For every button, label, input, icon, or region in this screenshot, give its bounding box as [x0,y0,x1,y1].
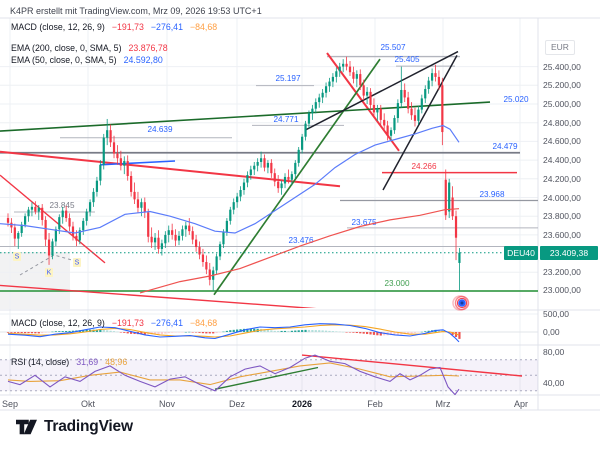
price-tick: 25.200,00 [543,80,581,90]
legend-ema50[interactable]: EMA (50, close, 0, SMA, 5) 24.592,80 [11,55,163,65]
price-tick: 23.200,00 [543,267,581,277]
time-tick: Sep [1,399,19,409]
time-tick: Dez [228,399,246,409]
legend-ema200[interactable]: EMA (200, close, 0, SMA, 5) 23.876,78 [11,43,168,53]
price-tick: 24.400,00 [543,155,581,165]
time-tick: Feb [367,399,383,409]
svg-text:S: S [15,254,20,261]
legend-value: −191,73 [111,318,144,328]
horizontal-level-lines[interactable]: 25.507 25.405 25.197 25.020 24.771 24.639 24.4… [0,43,538,292]
pane-borders [0,17,600,411]
time-tick: Nov [158,399,176,409]
price-level-label: 25.197 [275,74,300,83]
price-level-label: 24.266 [411,162,436,171]
legend-value: −84,68 [189,318,218,328]
price-tick: 500,00 [543,309,569,319]
price-tick: 24.000,00 [543,193,581,203]
tradingview-footer-link[interactable]: TradingView [16,418,133,436]
price-tick: 40,00 [543,378,565,388]
price-tick: 23.600,00 [543,230,581,240]
rsi-smooth-line [7,362,460,386]
legend-value: −84,68 [189,22,218,32]
legend-macd-top[interactable]: MACD (close, 12, 26, 9) −191,73 −276,41 −84… [11,22,217,32]
legend-macd-pane[interactable]: MACD (close, 12, 26, 9) −191,73 −276,41 −84… [11,318,217,328]
price-tick: 24.200,00 [543,174,581,184]
price-level-label: 25.020 [503,95,528,104]
price-tick: 25.400,00 [543,62,581,72]
price-level-label: 25.405 [394,55,419,64]
price-tick: 23.000,00 [543,285,581,295]
price-level-label: 23.845 [49,201,74,210]
time-tick: 2026 [291,399,313,409]
ema50-line [0,124,460,234]
price-tick: 24.800,00 [543,118,581,128]
attribution-text: K4PR erstellt mit TradingView.com, Mrz 0… [10,6,262,16]
rsi-red-trendline [301,354,523,377]
price-tick: 24.600,00 [543,136,581,146]
candlestick-series [6,56,461,291]
legend-value: −276,41 [150,22,183,32]
symbol-badge: DEU40 [504,246,538,260]
price-level-label: 23.476 [288,236,313,245]
ema-lines [0,124,460,294]
legend-title: EMA (50, close, 0, SMA, 5) [11,55,117,65]
currency-label: EUR [545,40,575,55]
tradingview-logo-icon [16,419,37,435]
svg-text:K: K [47,270,52,277]
time-tick: Okt [80,399,96,409]
price-level-label: 24.639 [147,125,172,134]
legend-title: MACD (close, 12, 26, 9) [11,318,105,328]
price-level-label: 23.968 [479,190,504,199]
price-level-label: 24.771 [273,115,298,124]
price-tick: 80,00 [543,347,565,357]
legend-value: 24.592,80 [123,55,163,65]
pattern-markers[interactable]: S K S [13,252,81,277]
last-price-badge: 23.409,38 [540,246,598,260]
legend-value: 48,96 [105,357,128,367]
trend-lines[interactable] [0,50,491,310]
price-level-label: 24.479 [492,142,517,151]
price-level-label: 23.000 [384,279,409,288]
rsi-line [7,354,460,395]
legend-value: −276,41 [150,318,183,328]
price-tick: 25.000,00 [543,99,581,109]
svg-text:S: S [75,260,80,267]
price-tick: 23.800,00 [543,211,581,221]
time-tick: Apr [513,399,529,409]
legend-value: −191,73 [111,22,144,32]
price-level-label: 25.507 [380,43,405,52]
rsi-green-trendline [214,366,319,390]
time-tick: Mrz [435,399,451,409]
macd-histogram [6,328,461,339]
macd-line [7,323,460,343]
legend-title: EMA (200, close, 0, SMA, 5) [11,43,122,53]
legend-value: 23.876,78 [128,43,168,53]
macd-lines [7,323,460,343]
highlight-region [0,252,70,309]
legend-title: MACD (close, 12, 26, 9) [11,22,105,32]
price-level-label: 23.675 [351,218,376,227]
rsi-lines [7,354,523,395]
legend-title: RSI (14, close) [11,357,70,367]
tradingview-brand-text: TradingView [44,418,133,435]
legend-rsi[interactable]: RSI (14, close) 31,69 48,96 [11,357,127,367]
price-tick: 0,00 [543,327,560,337]
ema200-line [139,208,460,294]
selection-point-marker[interactable] [452,295,470,311]
legend-value: 31,69 [76,357,99,367]
pattern-neckline [19,254,80,276]
gridlines [0,18,538,395]
